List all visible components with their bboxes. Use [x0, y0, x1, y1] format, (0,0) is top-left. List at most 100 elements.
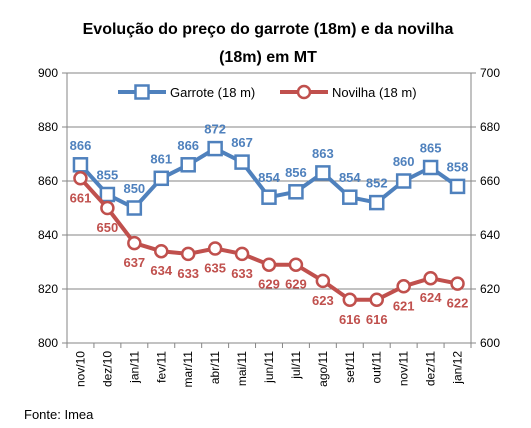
x-axis-ticks: nov/10 dez/10 jan/11 fev/11 mar/11 abr/11 mai/…: [73, 351, 464, 388]
y-axis-right-tick-label: 660: [480, 174, 500, 188]
legend: Garrote (18 m) Novilha (18 m): [118, 84, 417, 100]
data-point: [207, 140, 223, 157]
series-novilha: 661 650 637 634 633 635 633 629 629 623 616 616 621 6…: [70, 171, 469, 327]
x-axis-tick-label: mar/11: [181, 351, 195, 388]
x-axis-tick-label: mai/11: [235, 351, 249, 386]
y-axis-left-tick-label: 800: [38, 336, 58, 350]
data-label: 633: [177, 266, 199, 281]
data-point: [100, 200, 115, 216]
data-label: 872: [204, 122, 226, 137]
data-point: [450, 276, 465, 291]
data-point: [180, 157, 196, 173]
data-label: 622: [447, 296, 469, 311]
data-point: [127, 235, 142, 251]
data-label: 616: [339, 312, 361, 327]
source-note: Fonte: Imea: [24, 407, 94, 422]
x-axis-tick-label: dez/11: [424, 351, 438, 386]
data-label: 865: [420, 141, 442, 156]
data-label: 860: [393, 154, 415, 169]
data-point: [342, 292, 358, 308]
data-label: 650: [97, 220, 119, 235]
x-axis-tick-label: dez/10: [100, 351, 114, 387]
data-point: [422, 159, 439, 176]
y-axis-right-ticks: 600 620 640 660 680 700: [480, 66, 500, 350]
data-point: [153, 170, 170, 187]
data-label: 616: [366, 312, 388, 327]
data-label: 861: [150, 151, 172, 166]
data-label: 854: [339, 170, 361, 185]
data-label: 854: [258, 170, 280, 185]
data-label: 863: [312, 146, 334, 161]
data-label: 629: [258, 277, 280, 292]
x-axis-tick-label: ago/11: [316, 351, 330, 387]
data-point: [261, 189, 277, 205]
data-point: [368, 194, 385, 211]
data-label: 850: [123, 181, 145, 196]
y-axis-left-tick-label: 900: [38, 66, 58, 80]
data-label: 852: [366, 176, 388, 191]
data-label: 858: [447, 159, 469, 174]
legend-item-garrote: Garrote (18 m): [118, 84, 255, 100]
y-axis-left-tick-label: 820: [38, 282, 58, 296]
data-label: 637: [123, 255, 145, 270]
data-point: [369, 292, 384, 308]
data-point: [126, 200, 143, 216]
chart-title-line-1: Evolução do preço do garrote (18m) e da …: [83, 21, 454, 38]
data-point: [396, 279, 411, 294]
data-label: 633: [231, 266, 253, 281]
data-point: [342, 189, 358, 205]
y-axis-right-tick-label: 680: [480, 120, 500, 134]
legend-item-novilha: Novilha (18 m): [280, 84, 417, 100]
x-axis-tick-label: abr/11: [208, 351, 222, 384]
data-label: 855: [97, 168, 119, 183]
data-point: [261, 257, 277, 272]
y-axis-left-ticks: 800 820 840 860 880 900: [38, 66, 58, 350]
y-axis-right-tick-label: 700: [480, 66, 500, 80]
data-point: [234, 154, 250, 170]
series-group: 866 855 850 861 866 872 867 854 856 863 854 852 860 8…: [70, 122, 469, 327]
legend-label: Novilha (18 m): [332, 85, 417, 100]
data-point: [154, 243, 169, 259]
data-point: [315, 273, 331, 289]
x-axis-tick-label: fev/11: [154, 351, 168, 383]
data-label: 621: [393, 298, 415, 313]
y-axis-left-tick-label: 840: [38, 228, 58, 242]
chart-title-line-2: (18m) em MT: [219, 49, 317, 66]
data-point: [315, 165, 331, 181]
y-axis-right-tick-label: 620: [480, 282, 500, 296]
data-label: 866: [70, 138, 92, 153]
data-label: 634: [150, 263, 172, 278]
axes: [62, 72, 476, 348]
legend-marker: [134, 84, 150, 100]
data-label: 856: [285, 165, 307, 180]
data-label: 661: [70, 190, 92, 205]
y-axis-left-tick-label: 880: [38, 120, 58, 134]
x-axis-tick-label: jun/11: [262, 351, 276, 384]
legend-marker: [296, 84, 312, 100]
data-point: [395, 173, 412, 189]
data-point: [423, 270, 438, 286]
data-label: 867: [231, 135, 253, 150]
data-point: [288, 257, 304, 272]
data-point: [288, 184, 304, 200]
data-point: [99, 186, 116, 203]
x-axis-tick-label: jan/11: [127, 351, 141, 384]
legend-label: Garrote (18 m): [170, 85, 255, 100]
data-point: [449, 178, 466, 195]
data-label: 624: [420, 290, 442, 305]
x-axis-tick-label: set/11: [343, 351, 357, 383]
data-label: 866: [177, 138, 199, 153]
data-point: [72, 157, 89, 173]
data-label: 629: [285, 277, 307, 292]
data-point: [180, 246, 196, 262]
x-axis-tick-label: jul/11: [289, 351, 303, 380]
x-axis-tick-label: out/11: [370, 351, 384, 384]
data-point: [234, 246, 250, 262]
data-label: 623: [312, 293, 334, 308]
x-axis-tick-label: nov/10: [73, 351, 87, 387]
data-label: 635: [204, 261, 226, 276]
y-axis-right-tick-label: 600: [480, 336, 500, 350]
x-axis-tick-label: nov/11: [397, 351, 411, 386]
x-axis-tick-label: jan/12: [451, 351, 465, 385]
